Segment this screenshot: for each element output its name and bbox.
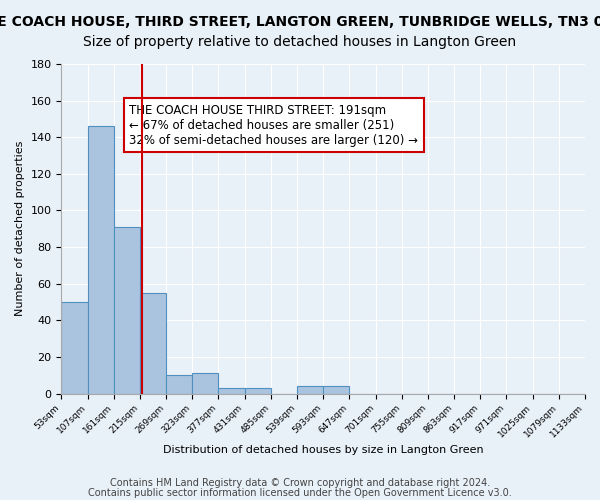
Bar	[193, 374, 218, 394]
Text: THE COACH HOUSE THIRD STREET: 191sqm
← 67% of detached houses are smaller (251)
: THE COACH HOUSE THIRD STREET: 191sqm ← 6…	[130, 104, 418, 146]
X-axis label: Distribution of detached houses by size in Langton Green: Distribution of detached houses by size …	[163, 445, 484, 455]
Bar	[323, 386, 349, 394]
Bar	[140, 293, 166, 394]
Text: Size of property relative to detached houses in Langton Green: Size of property relative to detached ho…	[83, 35, 517, 49]
Bar	[218, 388, 245, 394]
Bar	[245, 388, 271, 394]
Text: Contains public sector information licensed under the Open Government Licence v3: Contains public sector information licen…	[88, 488, 512, 498]
Bar	[61, 302, 88, 394]
Text: THE COACH HOUSE, THIRD STREET, LANGTON GREEN, TUNBRIDGE WELLS, TN3 0EN: THE COACH HOUSE, THIRD STREET, LANGTON G…	[0, 15, 600, 29]
Y-axis label: Number of detached properties: Number of detached properties	[15, 141, 25, 316]
Bar	[88, 126, 114, 394]
Bar	[114, 227, 140, 394]
Text: Contains HM Land Registry data © Crown copyright and database right 2024.: Contains HM Land Registry data © Crown c…	[110, 478, 490, 488]
Bar	[166, 376, 193, 394]
Bar	[297, 386, 323, 394]
